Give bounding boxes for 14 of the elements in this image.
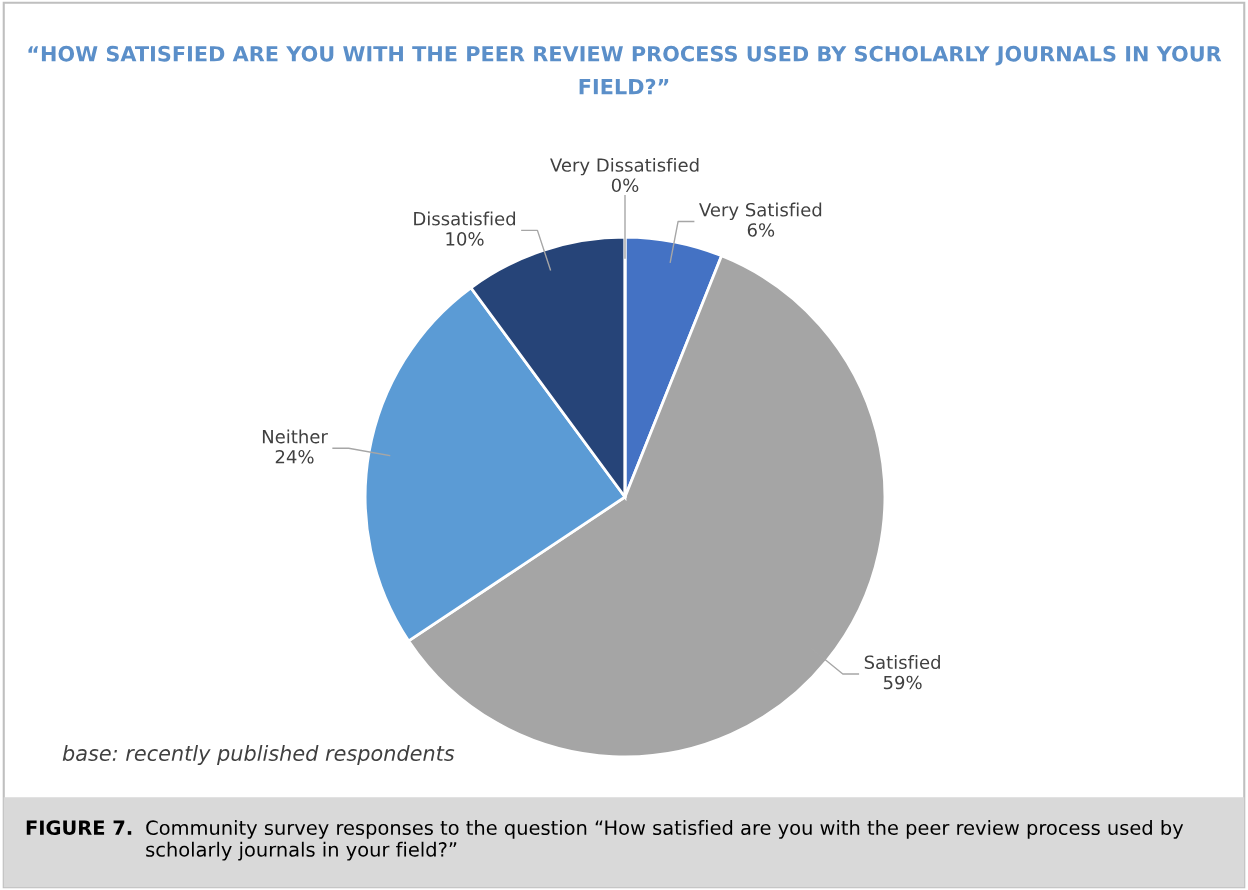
data-label: 10% <box>446 232 484 246</box>
slice-label: Neither <box>262 429 328 444</box>
data-label: 24% <box>275 449 314 464</box>
slice-label: Satisfied <box>864 655 940 670</box>
category-label: Very Dissatisfied <box>550 157 699 176</box>
text: base: recently published respondents <box>62 744 455 766</box>
slice-label: Dissatisfied <box>414 211 516 226</box>
chart-title: “HOW SATISFIED ARE YOU WITH THE PEER REVIEW PROCESS USED BY SCHOLARLY JOURNALS IN YOUR FIELD?” <box>28 45 1222 95</box>
data-label: 59% <box>883 675 922 690</box>
text: 0% <box>611 178 639 193</box>
text: Community survey responses to the question “How satisfied are you with the peer review process used by scholarly journals in your field?” <box>146 820 1184 861</box>
caption: FIGURE 7. <box>26 820 132 836</box>
slice-label: Very Satisfied <box>699 202 822 221</box>
data-label: 6% <box>747 223 775 237</box>
